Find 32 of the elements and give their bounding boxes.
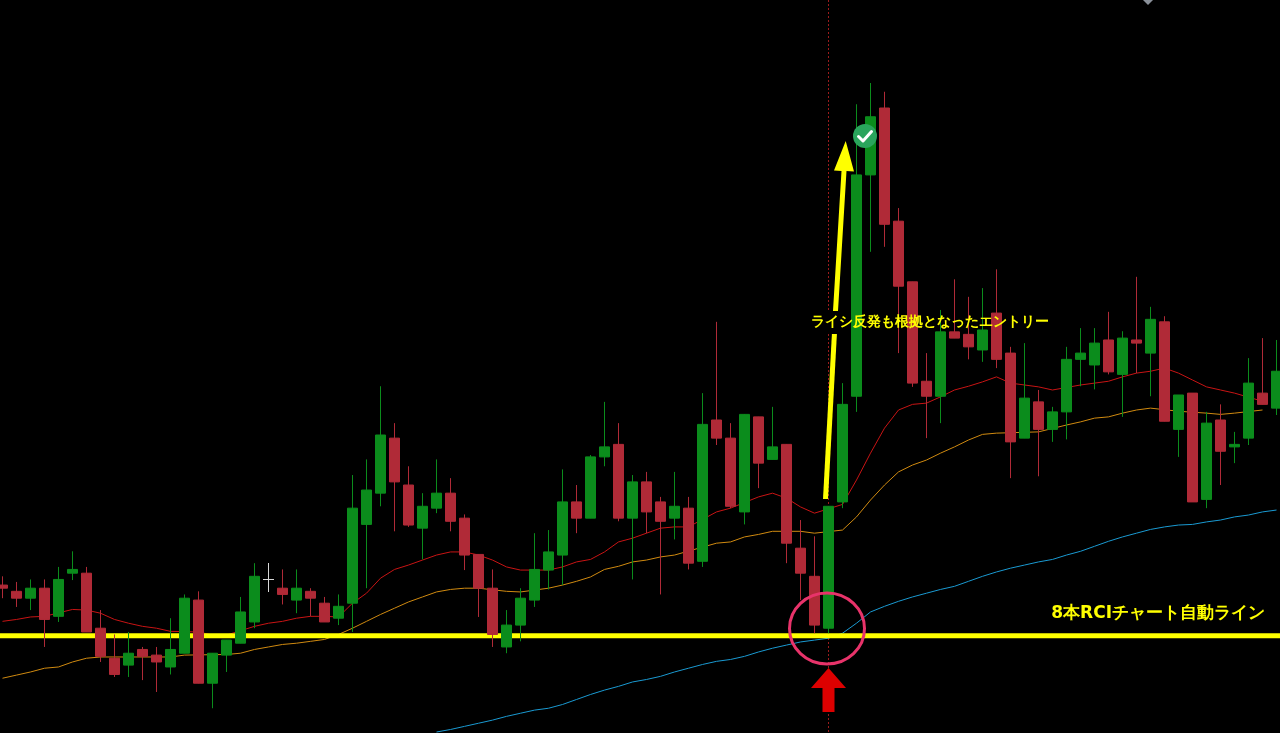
candlestick [151, 646, 162, 693]
candlestick [25, 578, 36, 611]
candlestick [277, 568, 288, 605]
candlestick [11, 581, 22, 608]
candlestick [543, 529, 554, 590]
ref-line-label: 8本RCIチャート自動ライン [1051, 601, 1265, 622]
candlestick [165, 617, 176, 675]
candlestick [431, 458, 442, 514]
candlestick [655, 496, 666, 595]
candlestick [221, 639, 232, 673]
candlestick [1075, 327, 1086, 387]
candlestick [1229, 431, 1240, 464]
candlestick [1131, 276, 1142, 374]
candlestick [669, 471, 680, 540]
candlestick [333, 593, 344, 626]
candlestick [291, 568, 302, 614]
candlestick [921, 352, 932, 439]
candlestick [1089, 327, 1100, 390]
candlestick [599, 401, 610, 467]
candlestick [767, 406, 778, 460]
candlestick [67, 550, 78, 581]
candlestick [137, 646, 148, 681]
candlestick [571, 484, 582, 534]
candlestick [109, 633, 120, 678]
candlestick [417, 492, 428, 560]
candlestick [1047, 406, 1058, 443]
candlestick [1257, 337, 1268, 405]
candlestick [305, 587, 316, 617]
candlestick [319, 596, 330, 623]
candlestick [123, 631, 134, 678]
candlestick [501, 609, 512, 654]
candlestick [711, 321, 722, 446]
